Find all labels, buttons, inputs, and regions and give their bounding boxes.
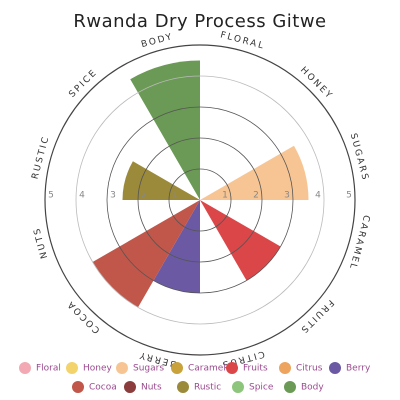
category-label: Caramel xyxy=(347,214,371,272)
wedge xyxy=(122,161,200,200)
grid-circle xyxy=(75,75,325,325)
legend-swatch xyxy=(226,362,238,374)
legend-label: Fruits xyxy=(243,364,268,374)
legend-swatch xyxy=(171,362,183,374)
legend-swatch xyxy=(124,381,136,393)
grid-circle xyxy=(168,168,232,232)
legend-label: Body xyxy=(301,383,324,393)
category-label: Floral xyxy=(219,30,266,52)
grid-circle xyxy=(106,106,294,294)
tick-label: 1 xyxy=(222,191,228,201)
legend-label: Citrus xyxy=(296,364,323,374)
tick-label: 5 xyxy=(48,191,54,201)
legend-label: Berry xyxy=(346,364,371,374)
wedge xyxy=(200,200,281,281)
legend-swatch xyxy=(177,381,189,393)
tick-label: 2 xyxy=(141,191,147,201)
category-label: Honey xyxy=(298,65,335,102)
legend-label: Honey xyxy=(83,364,113,374)
wedge xyxy=(200,145,309,200)
wedge xyxy=(92,200,200,308)
legend-label: Spice xyxy=(249,383,274,393)
category-label: Nuts xyxy=(32,226,50,260)
category-label: Rustic xyxy=(30,134,51,180)
chart-title: Rwanda Dry Process Gitwe xyxy=(73,11,326,32)
legend-swatch xyxy=(279,362,291,374)
legend-label: Floral xyxy=(36,364,61,374)
tick-label: 3 xyxy=(110,191,116,201)
legend-label: Rustic xyxy=(194,383,221,393)
legend-label: Caramel xyxy=(188,364,226,374)
legend-swatch xyxy=(72,381,84,393)
legend-swatch xyxy=(329,362,341,374)
tick-label: 5 xyxy=(346,191,352,201)
tick-label: 3 xyxy=(284,191,290,201)
legend-swatch xyxy=(284,381,296,393)
tick-label: 4 xyxy=(79,191,85,201)
legend-label: Cocoa xyxy=(89,383,117,393)
tick-label: 2 xyxy=(253,191,259,201)
legend-swatch xyxy=(232,381,244,393)
legend-swatch xyxy=(116,362,128,374)
legend-swatch xyxy=(66,362,78,374)
legend-label: Nuts xyxy=(141,383,162,393)
category-label: Sugars xyxy=(348,132,370,182)
category-label: Spice xyxy=(68,68,100,100)
grid-circle xyxy=(44,44,356,356)
wedge xyxy=(153,200,200,293)
tick-label: 1 xyxy=(172,191,178,201)
grid-circle xyxy=(137,137,263,263)
tick-label: 4 xyxy=(315,191,321,201)
legend-swatch xyxy=(19,362,31,374)
legend-label: Sugars xyxy=(133,364,164,374)
wedge xyxy=(130,60,200,200)
